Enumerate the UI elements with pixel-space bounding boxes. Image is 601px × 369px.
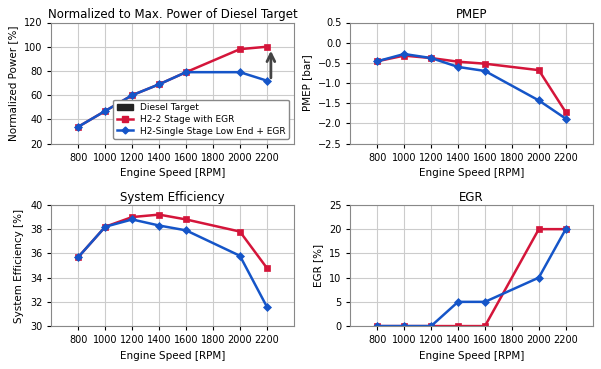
- Y-axis label: EGR [%]: EGR [%]: [313, 244, 323, 287]
- Title: Normalized to Max. Power of Diesel Target: Normalized to Max. Power of Diesel Targe…: [47, 8, 297, 21]
- Y-axis label: Normalized Power [%]: Normalized Power [%]: [8, 25, 19, 141]
- X-axis label: Engine Speed [RPM]: Engine Speed [RPM]: [120, 351, 225, 361]
- Y-axis label: System Efficiency [%]: System Efficiency [%]: [14, 208, 25, 323]
- Title: EGR: EGR: [459, 191, 484, 204]
- X-axis label: Engine Speed [RPM]: Engine Speed [RPM]: [120, 168, 225, 178]
- Legend: Diesel Target, H2-2 Stage with EGR, H2-Single Stage Low End + EGR: Diesel Target, H2-2 Stage with EGR, H2-S…: [113, 100, 289, 139]
- X-axis label: Engine Speed [RPM]: Engine Speed [RPM]: [419, 168, 524, 178]
- Title: System Efficiency: System Efficiency: [120, 191, 225, 204]
- X-axis label: Engine Speed [RPM]: Engine Speed [RPM]: [419, 351, 524, 361]
- Title: PMEP: PMEP: [456, 8, 487, 21]
- Y-axis label: PMEP [bar]: PMEP [bar]: [302, 55, 312, 111]
